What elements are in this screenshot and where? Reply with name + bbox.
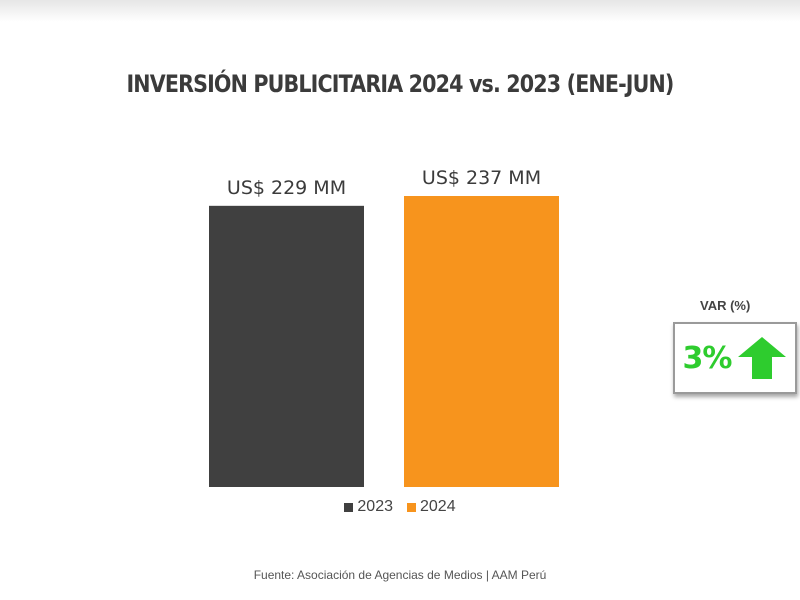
legend-item-2024: 2024 <box>407 498 456 516</box>
arrow-up-icon <box>738 337 787 379</box>
variation-value: 3% <box>682 340 733 376</box>
variation-box: 3% <box>673 322 797 394</box>
legend-swatch-2024 <box>407 502 416 512</box>
chart-title: INVERSIÓN PUBLICITARIA 2024 vs. 2023 (EN… <box>126 70 674 98</box>
bar-2023 <box>209 205 364 487</box>
bar-2024 <box>404 196 559 487</box>
bar-label-2024: US$ 237 MM <box>422 167 541 189</box>
source-footer: Fuente: Asociación de Agencias de Medios… <box>253 568 547 582</box>
variation-title: VAR (%) <box>700 298 751 313</box>
legend-item-2023: 2023 <box>344 498 393 516</box>
legend-label-2024: 2024 <box>420 498 456 515</box>
chart-legend: 2023 2024 <box>0 498 800 516</box>
legend-label-2023: 2023 <box>357 498 393 515</box>
bar-label-2023: US$ 229 MM <box>227 177 346 199</box>
top-shade <box>0 0 800 22</box>
legend-swatch-2023 <box>344 502 354 512</box>
